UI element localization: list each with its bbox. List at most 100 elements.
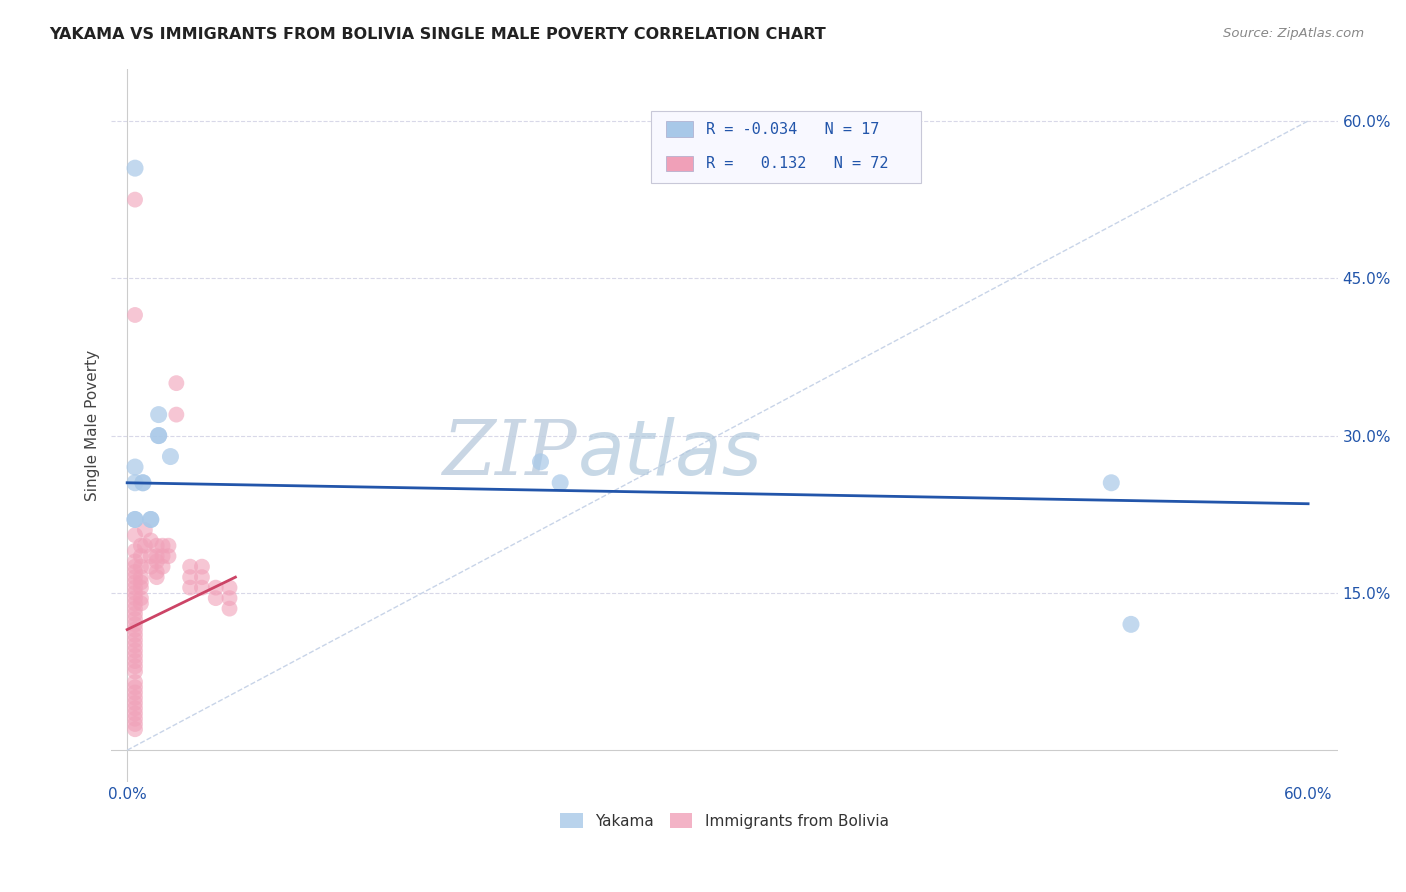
- FancyBboxPatch shape: [665, 121, 693, 137]
- Point: [218, 581, 240, 595]
- Point: [124, 643, 146, 657]
- Point: [124, 193, 146, 207]
- Text: YAKAMA VS IMMIGRANTS FROM BOLIVIA SINGLE MALE POVERTY CORRELATION CHART: YAKAMA VS IMMIGRANTS FROM BOLIVIA SINGLE…: [49, 27, 825, 42]
- Point: [124, 512, 146, 526]
- Point: [134, 523, 156, 537]
- Point: [165, 376, 187, 391]
- Point: [139, 559, 162, 574]
- Point: [124, 723, 146, 737]
- Point: [124, 570, 146, 584]
- Point: [191, 559, 214, 574]
- FancyBboxPatch shape: [651, 112, 921, 183]
- Point: [124, 601, 146, 615]
- Point: [124, 690, 146, 705]
- Point: [124, 648, 146, 663]
- Point: [124, 680, 146, 694]
- Point: [152, 549, 174, 564]
- Point: [145, 565, 167, 579]
- Point: [132, 475, 155, 490]
- Y-axis label: Single Male Poverty: Single Male Poverty: [86, 350, 100, 500]
- Point: [124, 685, 146, 699]
- Point: [124, 565, 146, 579]
- Point: [129, 581, 152, 595]
- Point: [179, 559, 201, 574]
- Point: [129, 591, 152, 606]
- FancyBboxPatch shape: [665, 155, 693, 171]
- Point: [191, 570, 214, 584]
- Point: [1099, 475, 1122, 490]
- Point: [157, 549, 180, 564]
- Point: [529, 455, 551, 469]
- Point: [124, 460, 146, 475]
- Point: [129, 549, 152, 564]
- Point: [191, 581, 214, 595]
- Point: [218, 591, 240, 606]
- Point: [139, 549, 162, 564]
- Point: [1119, 617, 1142, 632]
- Point: [124, 161, 146, 176]
- Point: [179, 581, 201, 595]
- Point: [124, 554, 146, 568]
- Point: [124, 617, 146, 632]
- Point: [159, 450, 181, 464]
- Point: [204, 581, 226, 595]
- Point: [124, 706, 146, 721]
- Point: [124, 581, 146, 595]
- Point: [152, 539, 174, 553]
- Point: [124, 544, 146, 558]
- Point: [124, 612, 146, 626]
- Point: [124, 628, 146, 642]
- Point: [139, 533, 162, 548]
- Point: [124, 696, 146, 710]
- Text: R =   0.132   N = 72: R = 0.132 N = 72: [706, 156, 889, 171]
- Point: [129, 559, 152, 574]
- Point: [124, 596, 146, 610]
- Point: [124, 623, 146, 637]
- Legend: Yakama, Immigrants from Bolivia: Yakama, Immigrants from Bolivia: [554, 806, 894, 835]
- Point: [124, 665, 146, 679]
- Point: [129, 570, 152, 584]
- Point: [145, 539, 167, 553]
- Point: [134, 539, 156, 553]
- Point: [548, 475, 571, 490]
- Point: [145, 549, 167, 564]
- Point: [124, 633, 146, 648]
- Point: [132, 475, 155, 490]
- Point: [124, 308, 146, 322]
- Point: [124, 675, 146, 690]
- Point: [139, 512, 162, 526]
- Point: [124, 607, 146, 621]
- Point: [124, 586, 146, 600]
- Point: [124, 475, 146, 490]
- Point: [124, 717, 146, 731]
- Point: [179, 570, 201, 584]
- Point: [124, 512, 146, 526]
- Point: [124, 654, 146, 668]
- Point: [165, 408, 187, 422]
- Point: [157, 539, 180, 553]
- Point: [204, 591, 226, 606]
- Point: [124, 591, 146, 606]
- Point: [139, 512, 162, 526]
- Text: atlas: atlas: [578, 417, 762, 491]
- Point: [124, 528, 146, 542]
- Point: [129, 539, 152, 553]
- Text: Source: ZipAtlas.com: Source: ZipAtlas.com: [1223, 27, 1364, 40]
- Point: [124, 701, 146, 715]
- Point: [145, 570, 167, 584]
- Point: [145, 554, 167, 568]
- Point: [148, 428, 170, 442]
- Point: [124, 712, 146, 726]
- Point: [129, 575, 152, 590]
- Point: [129, 596, 152, 610]
- Point: [218, 601, 240, 615]
- Point: [148, 408, 170, 422]
- Text: ZIP: ZIP: [443, 417, 578, 491]
- Text: R = -0.034   N = 17: R = -0.034 N = 17: [706, 121, 880, 136]
- Point: [124, 638, 146, 652]
- Point: [124, 559, 146, 574]
- Point: [124, 575, 146, 590]
- Point: [124, 659, 146, 673]
- Point: [152, 559, 174, 574]
- Point: [148, 428, 170, 442]
